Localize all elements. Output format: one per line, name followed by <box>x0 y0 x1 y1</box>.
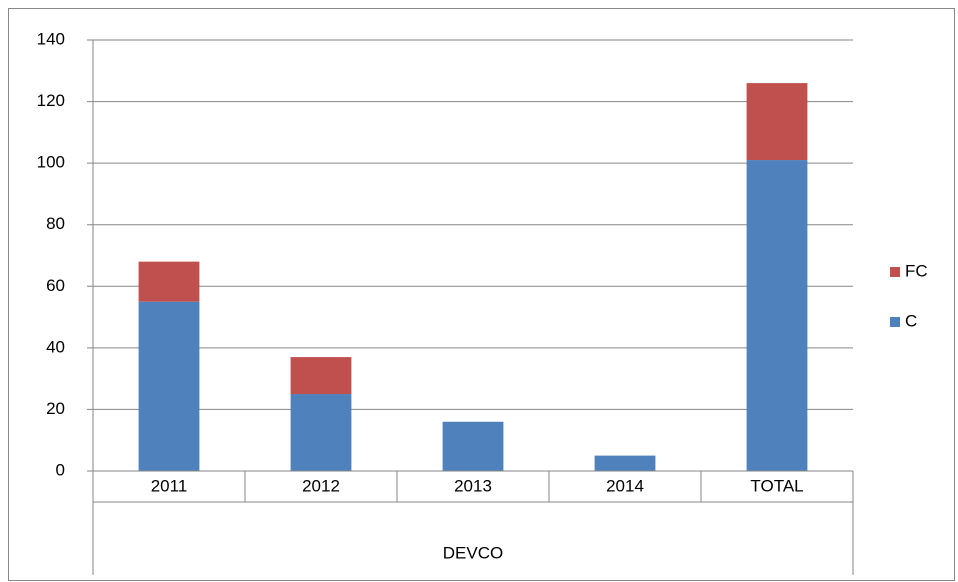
bar-segment <box>746 83 808 161</box>
y-tick-label: 0 <box>56 460 65 479</box>
legend-swatch <box>890 267 900 277</box>
y-tick-label: 20 <box>46 399 65 418</box>
x-tick-label: TOTAL <box>750 476 803 495</box>
y-tick-label: 120 <box>37 91 65 110</box>
legend-label: C <box>905 311 917 330</box>
x-tick-label: 2014 <box>606 476 644 495</box>
group-label: DEVCO <box>443 543 503 562</box>
x-tick-label: 2011 <box>151 476 188 495</box>
y-tick-label: 80 <box>46 214 65 233</box>
bar-segment <box>746 160 808 472</box>
x-tick-label: 2012 <box>302 476 340 495</box>
y-tick-label: 140 <box>37 29 65 48</box>
y-tick-label: 60 <box>46 276 65 295</box>
y-tick-label: 100 <box>37 153 65 172</box>
x-tick-label: 2013 <box>454 476 492 495</box>
bar-segment <box>138 301 200 471</box>
legend-label: FC <box>905 261 928 280</box>
bar-segment <box>138 261 200 302</box>
bar-segment <box>290 357 352 395</box>
bar-segment <box>290 394 352 471</box>
bar-segment <box>442 421 504 471</box>
bar-segment <box>594 455 656 471</box>
legend-swatch <box>890 317 900 327</box>
y-tick-label: 40 <box>46 337 65 356</box>
